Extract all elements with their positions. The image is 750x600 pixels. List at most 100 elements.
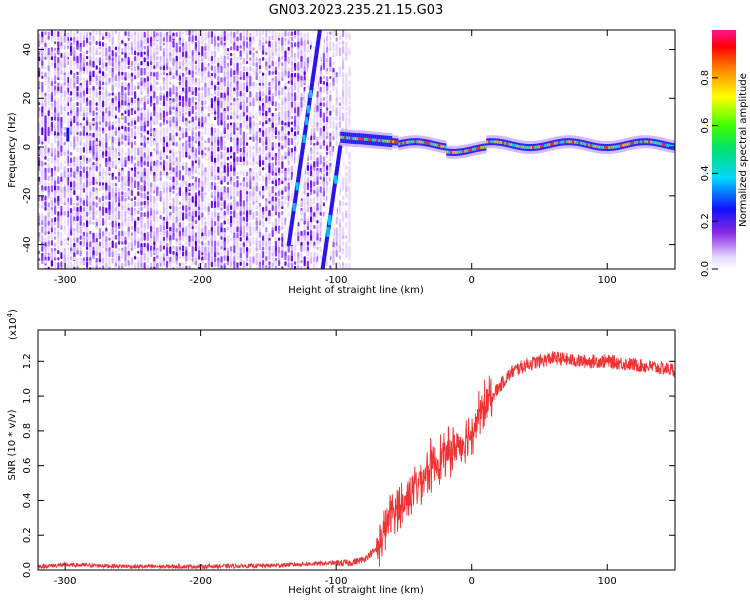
noise-mark	[41, 205, 44, 209]
noise-mark	[262, 167, 265, 171]
noise-mark	[70, 97, 73, 103]
noise-mark	[194, 30, 197, 37]
noise-mark	[89, 235, 92, 241]
line-core	[424, 141, 427, 145]
noise-mark	[201, 180, 204, 188]
noise-mark	[105, 62, 108, 67]
noise-mark	[255, 221, 258, 226]
noise-mark	[188, 125, 191, 132]
noise-mark	[255, 86, 258, 91]
noise-mark	[54, 166, 57, 172]
noise-mark	[130, 241, 133, 250]
noise-mark	[265, 231, 268, 238]
noise-mark	[60, 86, 63, 95]
noise-mark	[140, 197, 143, 202]
noise-mark	[41, 195, 44, 202]
noise-mark	[345, 165, 348, 171]
noise-mark	[287, 126, 290, 130]
noise-mark	[345, 116, 348, 123]
noise-mark	[348, 185, 351, 194]
noise-mark	[153, 121, 156, 125]
noise-mark	[188, 197, 191, 201]
noise-mark	[76, 141, 79, 146]
noise-mark	[236, 215, 239, 221]
noise-mark	[121, 65, 124, 72]
noise-mark	[300, 70, 303, 78]
noise-mark	[258, 137, 261, 143]
noise-mark	[265, 265, 268, 269]
noise-mark	[319, 176, 322, 180]
noise-mark	[127, 42, 130, 49]
noise-mark	[316, 225, 319, 234]
noise-mark	[297, 252, 300, 258]
noise-mark	[268, 200, 271, 204]
noise-mark	[287, 177, 290, 182]
noise-mark	[89, 35, 92, 40]
noise-mark	[210, 37, 213, 45]
noise-mark	[63, 45, 66, 50]
noise-mark	[159, 266, 162, 269]
noise-mark	[47, 55, 50, 61]
noise-mark	[137, 191, 140, 196]
noise-mark	[54, 242, 57, 247]
noise-mark	[230, 210, 233, 215]
noise-mark	[265, 95, 268, 104]
noise-mark	[201, 195, 204, 202]
x-tick-label: 100	[598, 275, 617, 286]
noise-mark	[82, 70, 85, 74]
noise-mark	[326, 95, 329, 102]
noise-mark	[319, 186, 322, 194]
noise-mark	[271, 95, 274, 103]
noise-mark	[159, 101, 162, 106]
noise-mark	[175, 210, 178, 217]
noise-mark	[47, 245, 50, 252]
noise-mark	[329, 57, 332, 64]
noise-mark	[57, 70, 60, 80]
noise-mark	[73, 125, 76, 132]
noise-mark	[89, 125, 92, 131]
noise-mark	[102, 151, 105, 156]
noise-mark	[300, 80, 303, 88]
noise-mark	[86, 160, 89, 165]
noise-mark	[175, 32, 178, 37]
noise-mark	[169, 230, 172, 236]
noise-mark	[226, 156, 229, 161]
noise-mark	[322, 196, 325, 201]
noise-mark	[73, 212, 76, 218]
noise-mark	[134, 91, 137, 99]
noise-mark	[162, 201, 165, 205]
noise-mark	[278, 167, 281, 175]
noise-mark	[313, 230, 316, 237]
noise-mark	[198, 52, 201, 56]
noise-mark	[348, 216, 351, 221]
noise-mark	[300, 210, 303, 216]
noise-mark	[271, 55, 274, 61]
noise-mark	[226, 203, 229, 207]
noise-mark	[79, 141, 82, 146]
noise-mark	[156, 100, 159, 104]
noise-mark	[98, 35, 101, 41]
noise-mark	[278, 61, 281, 68]
noise-mark	[214, 101, 217, 110]
noise-mark	[287, 36, 290, 41]
noise-mark	[76, 181, 79, 188]
noise-mark	[44, 56, 47, 60]
noise-mark	[146, 217, 149, 221]
noise-mark	[86, 220, 89, 228]
noise-mark	[284, 30, 287, 37]
noise-mark	[255, 75, 258, 81]
noise-mark	[140, 31, 143, 38]
noise-mark	[345, 252, 348, 259]
noise-mark	[50, 191, 53, 196]
noise-mark	[79, 35, 82, 44]
noise-mark	[201, 116, 204, 124]
noise-mark	[214, 57, 217, 64]
noise-mark	[236, 267, 239, 269]
noise-mark	[326, 35, 329, 42]
noise-mark	[201, 136, 204, 142]
noise-mark	[249, 145, 252, 154]
noise-mark	[319, 160, 322, 165]
noise-mark	[169, 55, 172, 62]
noise-mark	[178, 142, 181, 150]
